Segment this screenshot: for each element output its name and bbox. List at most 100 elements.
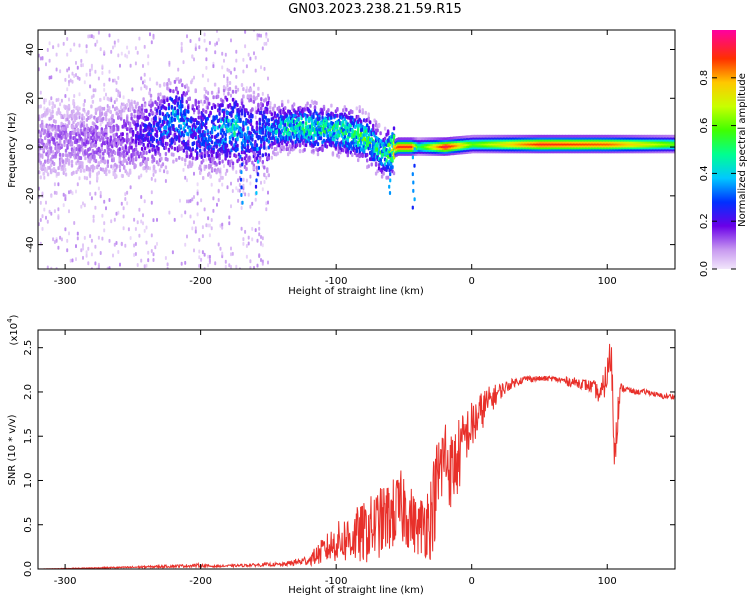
spectrogram-cell bbox=[205, 89, 208, 94]
spectrogram-cell bbox=[226, 67, 229, 72]
spectrogram-cell bbox=[103, 159, 106, 164]
spectrogram-cell bbox=[237, 198, 240, 203]
spectrogram-cell bbox=[118, 147, 121, 152]
spectrogram-cell bbox=[251, 143, 254, 148]
spectrogram-cell bbox=[113, 100, 116, 105]
spectrogram-cell bbox=[152, 137, 156, 142]
spectrogram-cell bbox=[126, 45, 129, 50]
spectrogram-cell bbox=[200, 155, 203, 159]
spectrogram-cell bbox=[210, 153, 214, 158]
spectrogram-cell bbox=[87, 34, 90, 39]
spectrogram-cell bbox=[115, 88, 118, 93]
spectrogram-cell bbox=[157, 162, 160, 167]
spectrogram-cell bbox=[210, 226, 213, 231]
spectrogram-cell bbox=[63, 113, 66, 118]
spectrogram-cell bbox=[249, 204, 252, 209]
spectrogram-cell bbox=[54, 119, 57, 124]
spectrogram-cell bbox=[304, 143, 308, 148]
spectrogram-cell bbox=[105, 206, 107, 211]
spectrogram-cell bbox=[263, 141, 266, 146]
spectrogram-cell bbox=[214, 42, 217, 47]
spectrogram-cell bbox=[117, 250, 120, 254]
spectrogram-cell bbox=[78, 43, 81, 48]
spectrogram-cell bbox=[253, 82, 255, 87]
spectrogram-cell bbox=[59, 69, 62, 74]
spectrogram-cell bbox=[355, 149, 358, 153]
spectrogram-cell bbox=[44, 159, 47, 164]
spectrogram-cell bbox=[48, 142, 51, 147]
spectrogram-cell bbox=[230, 181, 232, 186]
spectrogram-cell bbox=[263, 165, 266, 170]
spectrogram-cell bbox=[247, 235, 250, 240]
spectrogram-cell bbox=[43, 106, 46, 111]
spectrogram-cell bbox=[199, 148, 202, 153]
spectrogram-cell bbox=[325, 119, 329, 124]
spectrogram-cell bbox=[45, 215, 47, 220]
spectrogram-cell bbox=[301, 123, 305, 128]
spectrogram-cell bbox=[251, 137, 254, 142]
spectrogram-cell bbox=[142, 97, 145, 102]
spectrogram-cell bbox=[205, 223, 208, 228]
spectrogram-cell bbox=[199, 171, 202, 175]
spectrogram-cell bbox=[124, 192, 127, 197]
spectrogram-cell bbox=[100, 111, 103, 116]
spectrogram-cell bbox=[257, 86, 260, 91]
spectrogram-cell bbox=[223, 74, 225, 79]
spectrogram-cell bbox=[42, 147, 45, 152]
spectrogram-cell bbox=[48, 58, 51, 63]
spectrogram-cell bbox=[191, 147, 194, 152]
spectrogram-cell bbox=[78, 76, 81, 81]
spectrogram-cell bbox=[57, 43, 60, 48]
spectrogram-cell bbox=[94, 143, 98, 148]
spectrogram-cell bbox=[80, 58, 83, 63]
spectrogram-cell bbox=[179, 108, 182, 113]
spectrogram-cell bbox=[224, 86, 227, 91]
spectrogram-cell bbox=[145, 109, 148, 113]
spectrogram-cell bbox=[57, 124, 60, 129]
spectrogram-cell bbox=[249, 56, 252, 61]
spectrogram-cell bbox=[70, 141, 74, 146]
spectrogram-cell bbox=[180, 41, 183, 46]
spectrogram-cell bbox=[223, 25, 225, 29]
spectrogram-cell bbox=[205, 164, 208, 169]
spectrogram-cell bbox=[383, 136, 387, 141]
spectrogram-cell bbox=[89, 234, 92, 239]
spectrogram-cell bbox=[89, 72, 92, 77]
spectrogram-cell bbox=[172, 89, 175, 94]
spectrogram-cell bbox=[114, 168, 117, 173]
spectrogram-cell bbox=[60, 98, 63, 103]
spectrogram-cell bbox=[270, 155, 273, 160]
spectrogram-cell bbox=[194, 99, 197, 104]
spectrogram-cell bbox=[255, 127, 259, 132]
spectrogram-cell bbox=[145, 263, 148, 268]
spectrogram-cell bbox=[57, 207, 60, 212]
spectrogram-cell bbox=[184, 260, 187, 265]
spectrogram-cell bbox=[221, 103, 224, 108]
spectrogram-cell bbox=[152, 218, 155, 223]
spectrogram-cell bbox=[158, 168, 162, 173]
spectrogram-cell bbox=[222, 114, 226, 119]
spectrogram-cell bbox=[103, 106, 106, 111]
spectrogram-cell bbox=[346, 153, 349, 158]
spectrogram-cell bbox=[168, 210, 171, 215]
spectrogram-cell bbox=[260, 180, 262, 185]
spectrogram-cell bbox=[75, 106, 78, 111]
spectrogram-cell bbox=[39, 56, 42, 61]
spectrogram-cell bbox=[45, 111, 48, 116]
spectrogram-cell bbox=[205, 125, 208, 130]
spectrogram-cell bbox=[194, 47, 197, 52]
spectrogram-cell bbox=[266, 169, 269, 174]
spectrogram-cell bbox=[108, 97, 111, 102]
spectrogram-cell bbox=[278, 105, 281, 110]
spectrogram-cell bbox=[52, 162, 56, 166]
spectrogram-cell bbox=[245, 254, 248, 259]
spectrogram-cell bbox=[52, 150, 55, 154]
spectrogram-cell bbox=[152, 157, 156, 161]
spectrogram-cell bbox=[224, 172, 227, 176]
spectrogram-cell bbox=[231, 136, 235, 141]
spectrogram-cell bbox=[68, 209, 70, 214]
spectrogram-cell bbox=[297, 117, 300, 122]
spectrogram-cell bbox=[150, 117, 153, 122]
spectrogram-cell bbox=[60, 143, 63, 148]
spectrogram-cell bbox=[288, 132, 291, 136]
